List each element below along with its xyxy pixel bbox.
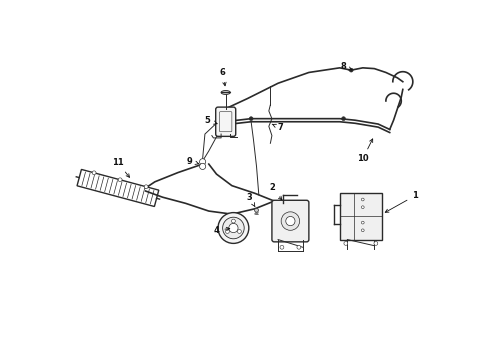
Text: 7: 7 [272, 123, 283, 132]
Circle shape [222, 217, 244, 239]
Ellipse shape [221, 91, 230, 94]
Text: 4: 4 [214, 226, 230, 235]
Circle shape [92, 171, 96, 175]
Text: 1: 1 [385, 191, 418, 212]
Circle shape [199, 159, 206, 165]
Circle shape [255, 208, 258, 212]
Circle shape [218, 213, 249, 243]
Circle shape [281, 212, 300, 230]
Text: 8: 8 [341, 62, 352, 71]
Circle shape [286, 216, 295, 226]
Circle shape [238, 230, 242, 233]
Circle shape [144, 185, 148, 189]
FancyBboxPatch shape [216, 107, 236, 136]
FancyBboxPatch shape [272, 200, 309, 242]
Circle shape [342, 117, 345, 121]
Circle shape [280, 245, 284, 249]
Text: 2: 2 [269, 184, 282, 200]
Circle shape [374, 242, 378, 245]
Text: 3: 3 [246, 193, 255, 207]
Circle shape [362, 229, 364, 232]
Circle shape [229, 223, 238, 233]
Circle shape [349, 68, 353, 72]
Circle shape [231, 219, 235, 223]
Circle shape [249, 117, 253, 121]
Text: 10: 10 [357, 139, 373, 163]
Text: 6: 6 [220, 68, 226, 86]
Circle shape [118, 178, 122, 182]
Circle shape [362, 206, 364, 208]
Polygon shape [77, 170, 159, 207]
Circle shape [225, 230, 229, 233]
Circle shape [362, 198, 364, 201]
Text: 5: 5 [204, 116, 217, 125]
Circle shape [199, 163, 206, 170]
Circle shape [344, 242, 348, 245]
FancyBboxPatch shape [340, 193, 382, 239]
Circle shape [297, 245, 301, 249]
Circle shape [362, 221, 364, 224]
Text: 11: 11 [112, 158, 129, 177]
Text: 9: 9 [187, 157, 198, 166]
